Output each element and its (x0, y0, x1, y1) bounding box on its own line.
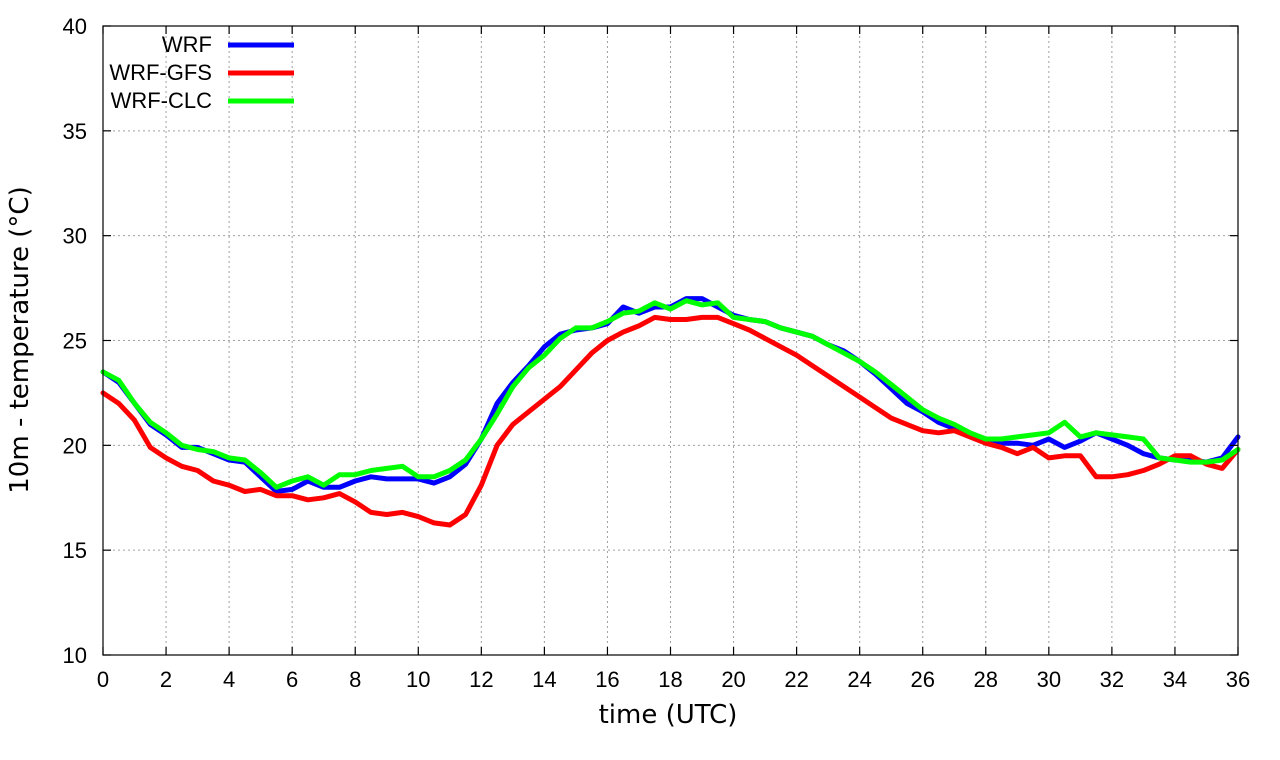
y-tick-label: 35 (63, 119, 87, 144)
x-tick-label: 32 (1100, 667, 1124, 692)
x-tick-label: 24 (847, 667, 871, 692)
x-tick-label: 8 (349, 667, 361, 692)
legend: WRF WRF-GFS WRF-CLC (109, 32, 294, 113)
legend-label-wrf-clc: WRF-CLC (111, 88, 213, 113)
series-line-wrf-gfs (100, 314, 1241, 528)
x-axis-title: time (UTC) (599, 700, 738, 730)
y-tick-label: 10 (63, 643, 87, 668)
x-tick-label: 26 (910, 667, 934, 692)
y-tick-label: 25 (63, 329, 87, 354)
y-tick-label: 30 (63, 224, 87, 249)
x-tick-label: 18 (658, 667, 682, 692)
y-axis-title: 10m - temperature (°C) (5, 186, 35, 493)
legend-label-wrf: WRF (162, 32, 212, 57)
x-tick-label: 34 (1163, 667, 1187, 692)
x-tick-label: 20 (721, 667, 745, 692)
x-tick-label: 0 (97, 667, 109, 692)
y-tick-label: 15 (63, 538, 87, 563)
x-tick-label: 28 (974, 667, 998, 692)
x-tick-label: 16 (595, 667, 619, 692)
x-tick-label: 4 (223, 667, 235, 692)
series-layer (100, 296, 1241, 528)
legend-label-wrf-gfs: WRF-GFS (109, 60, 212, 85)
series-line-wrf-clc (100, 298, 1241, 490)
x-tick-label: 36 (1226, 667, 1250, 692)
y-tick-label: 20 (63, 433, 87, 458)
x-tick-label: 14 (532, 667, 556, 692)
x-tick-label: 6 (286, 667, 298, 692)
x-tick-label: 30 (1037, 667, 1061, 692)
x-tick-label: 12 (469, 667, 493, 692)
ticks: 0 2 4 6 8 10 12 14 16 18 20 22 24 26 28 30 32 34 361015202… (63, 14, 1251, 692)
x-tick-label: 22 (784, 667, 808, 692)
y-tick-label: 40 (63, 14, 87, 39)
grid (103, 26, 1238, 655)
x-tick-label: 10 (406, 667, 430, 692)
x-tick-label: 2 (160, 667, 172, 692)
